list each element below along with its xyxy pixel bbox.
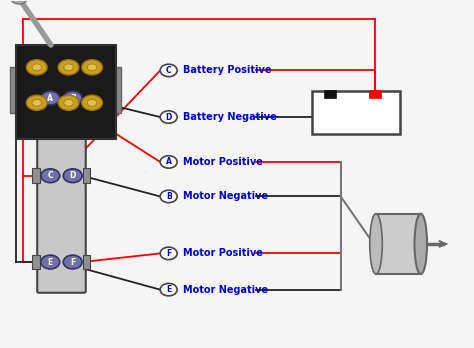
Text: E: E [166, 285, 171, 294]
Text: Motor Negative: Motor Negative [183, 191, 268, 201]
Text: F: F [166, 249, 171, 258]
Circle shape [160, 156, 177, 168]
Bar [83, 255, 91, 269]
Circle shape [82, 60, 102, 75]
Bar [113, 67, 121, 113]
Circle shape [63, 91, 82, 105]
Text: E: E [48, 258, 53, 267]
Text: F: F [70, 258, 75, 267]
Text: Motor Positive: Motor Positive [183, 248, 263, 259]
Circle shape [32, 64, 41, 71]
Bar [83, 91, 91, 105]
Circle shape [10, 0, 27, 4]
Bar [324, 90, 336, 98]
Circle shape [160, 283, 177, 296]
Bar [33, 168, 40, 183]
Circle shape [160, 64, 177, 77]
Text: Motor Negative: Motor Negative [183, 285, 268, 295]
FancyBboxPatch shape [37, 62, 86, 293]
Circle shape [41, 255, 60, 269]
Circle shape [63, 169, 82, 183]
Circle shape [63, 255, 82, 269]
Ellipse shape [370, 214, 382, 274]
Text: A: A [47, 94, 53, 103]
Circle shape [58, 95, 79, 110]
Circle shape [87, 99, 97, 106]
Circle shape [160, 111, 177, 123]
Text: D: D [165, 112, 172, 121]
Text: C: C [47, 171, 53, 180]
Circle shape [160, 247, 177, 260]
Text: D: D [70, 171, 76, 180]
Text: Battery Positive: Battery Positive [183, 65, 271, 76]
Bar [33, 255, 40, 269]
Ellipse shape [414, 214, 427, 274]
Circle shape [58, 60, 79, 75]
Bar [83, 168, 91, 183]
Bar [10, 67, 18, 113]
Bar [376, 214, 421, 274]
Text: B: B [166, 192, 172, 201]
Circle shape [27, 60, 47, 75]
Text: Battery Negative: Battery Negative [183, 112, 276, 122]
Bar [33, 91, 40, 105]
Bar [16, 45, 116, 140]
Text: A: A [166, 157, 172, 166]
Circle shape [87, 64, 97, 71]
Bar [369, 90, 381, 98]
Circle shape [82, 95, 102, 110]
Text: Motor Positive: Motor Positive [183, 157, 263, 167]
Text: B: B [70, 94, 75, 103]
Bar [312, 91, 400, 134]
Circle shape [41, 169, 60, 183]
Circle shape [64, 64, 73, 71]
Text: C: C [166, 66, 172, 75]
Circle shape [64, 99, 73, 106]
Circle shape [160, 190, 177, 203]
Circle shape [41, 91, 60, 105]
Circle shape [32, 99, 41, 106]
Circle shape [27, 95, 47, 110]
